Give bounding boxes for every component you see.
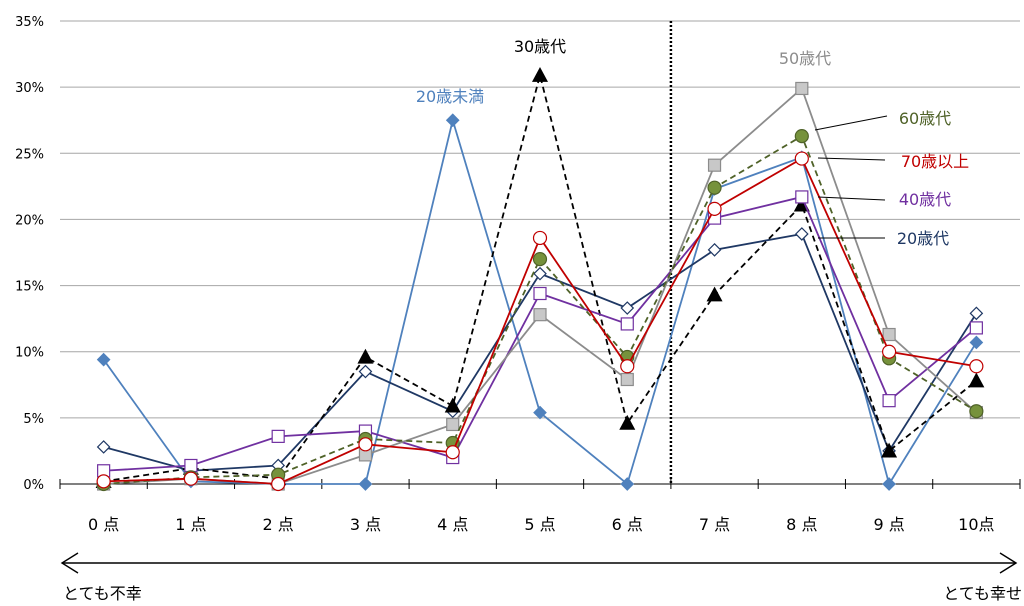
- data-point: [446, 417, 460, 432]
- data-point: [969, 321, 983, 335]
- data-point: [620, 359, 635, 374]
- data-point: [619, 414, 636, 430]
- data-point: [533, 405, 547, 420]
- data-point: [882, 327, 896, 342]
- x-tick-label: 1 点: [175, 515, 206, 534]
- data-point: [358, 364, 373, 379]
- leader-line: [817, 196, 886, 201]
- data-point: [969, 404, 984, 419]
- x-axis: 0 点 1 点 2 点 3 点 4 点 5 点 6 点 7 点 8 点 9 点 10点: [59, 479, 1021, 534]
- data-point: [620, 372, 634, 387]
- data-point: [707, 243, 722, 257]
- arrow-left-label: とても不幸: [63, 584, 142, 603]
- x-tick-label: 10点: [958, 515, 994, 534]
- y-tick-label: 25%: [15, 147, 44, 162]
- data-point: [620, 317, 634, 331]
- data-point: [706, 286, 723, 302]
- x-tick-label: 6 点: [612, 515, 643, 534]
- y-tick-label: 20%: [15, 213, 44, 228]
- arrow-right-head: [999, 552, 1018, 574]
- data-point: [533, 286, 547, 301]
- data-point: [969, 335, 984, 350]
- series-label: 30歳代: [514, 37, 566, 56]
- series-50歳代: [97, 81, 983, 491]
- arrow-left-head: [60, 552, 79, 574]
- data-point: [881, 344, 897, 359]
- annotations: 20歳未満 30歳代 50歳代 60歳代 70歳以上 40歳代 20歳代: [416, 37, 969, 248]
- data-point: [533, 266, 547, 281]
- data-point: [96, 352, 111, 367]
- series-label: 40歳代: [899, 190, 951, 209]
- series-line: [103, 86, 977, 485]
- series-group: [95, 66, 985, 492]
- series-label: 70歳以上: [901, 152, 969, 171]
- x-tick-label: 9 点: [873, 515, 904, 534]
- data-point: [357, 348, 374, 364]
- series-label: 60歳代: [899, 109, 951, 128]
- arrow-right-label: とても幸せ: [943, 584, 1022, 603]
- data-point: [531, 66, 549, 82]
- data-point: [795, 81, 809, 96]
- data-point: [183, 471, 199, 486]
- data-point: [968, 372, 985, 388]
- x-tick-label: 5 点: [524, 515, 555, 534]
- data-point: [969, 359, 984, 374]
- data-point: [794, 128, 809, 144]
- data-point: [184, 458, 198, 473]
- data-point: [794, 227, 809, 241]
- series-70歳以上: [96, 151, 984, 492]
- data-point: [96, 474, 111, 489]
- x-tick-label: 3 点: [350, 515, 381, 534]
- data-point: [358, 437, 373, 452]
- x-tick-label: 0 点: [88, 515, 119, 534]
- data-point: [444, 397, 461, 413]
- data-point: [271, 429, 285, 443]
- data-point: [707, 158, 722, 172]
- series-line: [102, 116, 978, 487]
- data-point: [620, 477, 635, 491]
- y-tick-label: 0%: [23, 478, 44, 493]
- data-point: [707, 201, 722, 216]
- y-tick-label: 10%: [15, 346, 44, 361]
- data-point: [881, 442, 898, 458]
- series-label: 50歳代: [779, 49, 831, 68]
- x-tick-label: 4 点: [437, 515, 468, 534]
- gridlines: [60, 20, 1020, 419]
- y-tick-label: 15%: [15, 280, 44, 295]
- data-point: [445, 113, 460, 128]
- x-tick-label: 8 点: [786, 515, 817, 534]
- data-point: [271, 476, 286, 492]
- data-point: [882, 394, 896, 408]
- x-tick-label: 2 点: [263, 515, 294, 534]
- series-label: 20歳未満: [416, 87, 484, 106]
- y-tick-label: 5%: [23, 412, 44, 427]
- series-line: [103, 75, 977, 483]
- x-tick-label: 7 点: [699, 515, 730, 534]
- data-point: [795, 190, 809, 204]
- data-point: [96, 440, 111, 454]
- data-point: [707, 180, 722, 195]
- series-label: 20歳代: [897, 229, 949, 248]
- data-point: [445, 445, 460, 460]
- data-point: [969, 306, 984, 321]
- data-point: [358, 477, 373, 491]
- leader-line: [814, 115, 888, 131]
- y-tick-label: 35%: [15, 15, 44, 30]
- series-20歳未満: [96, 113, 984, 491]
- data-point: [532, 252, 548, 267]
- data-point: [532, 230, 548, 246]
- y-tick-label: 30%: [15, 81, 44, 96]
- data-point: [794, 151, 809, 166]
- data-point: [620, 301, 635, 315]
- scale-arrow: とても不幸 とても幸せ: [60, 552, 1022, 603]
- leader-line: [817, 157, 886, 161]
- data-point: [882, 477, 896, 491]
- data-point: [533, 308, 547, 322]
- y-axis-ticks: 0% 5% 10% 15% 20% 25% 30% 35%: [15, 15, 44, 493]
